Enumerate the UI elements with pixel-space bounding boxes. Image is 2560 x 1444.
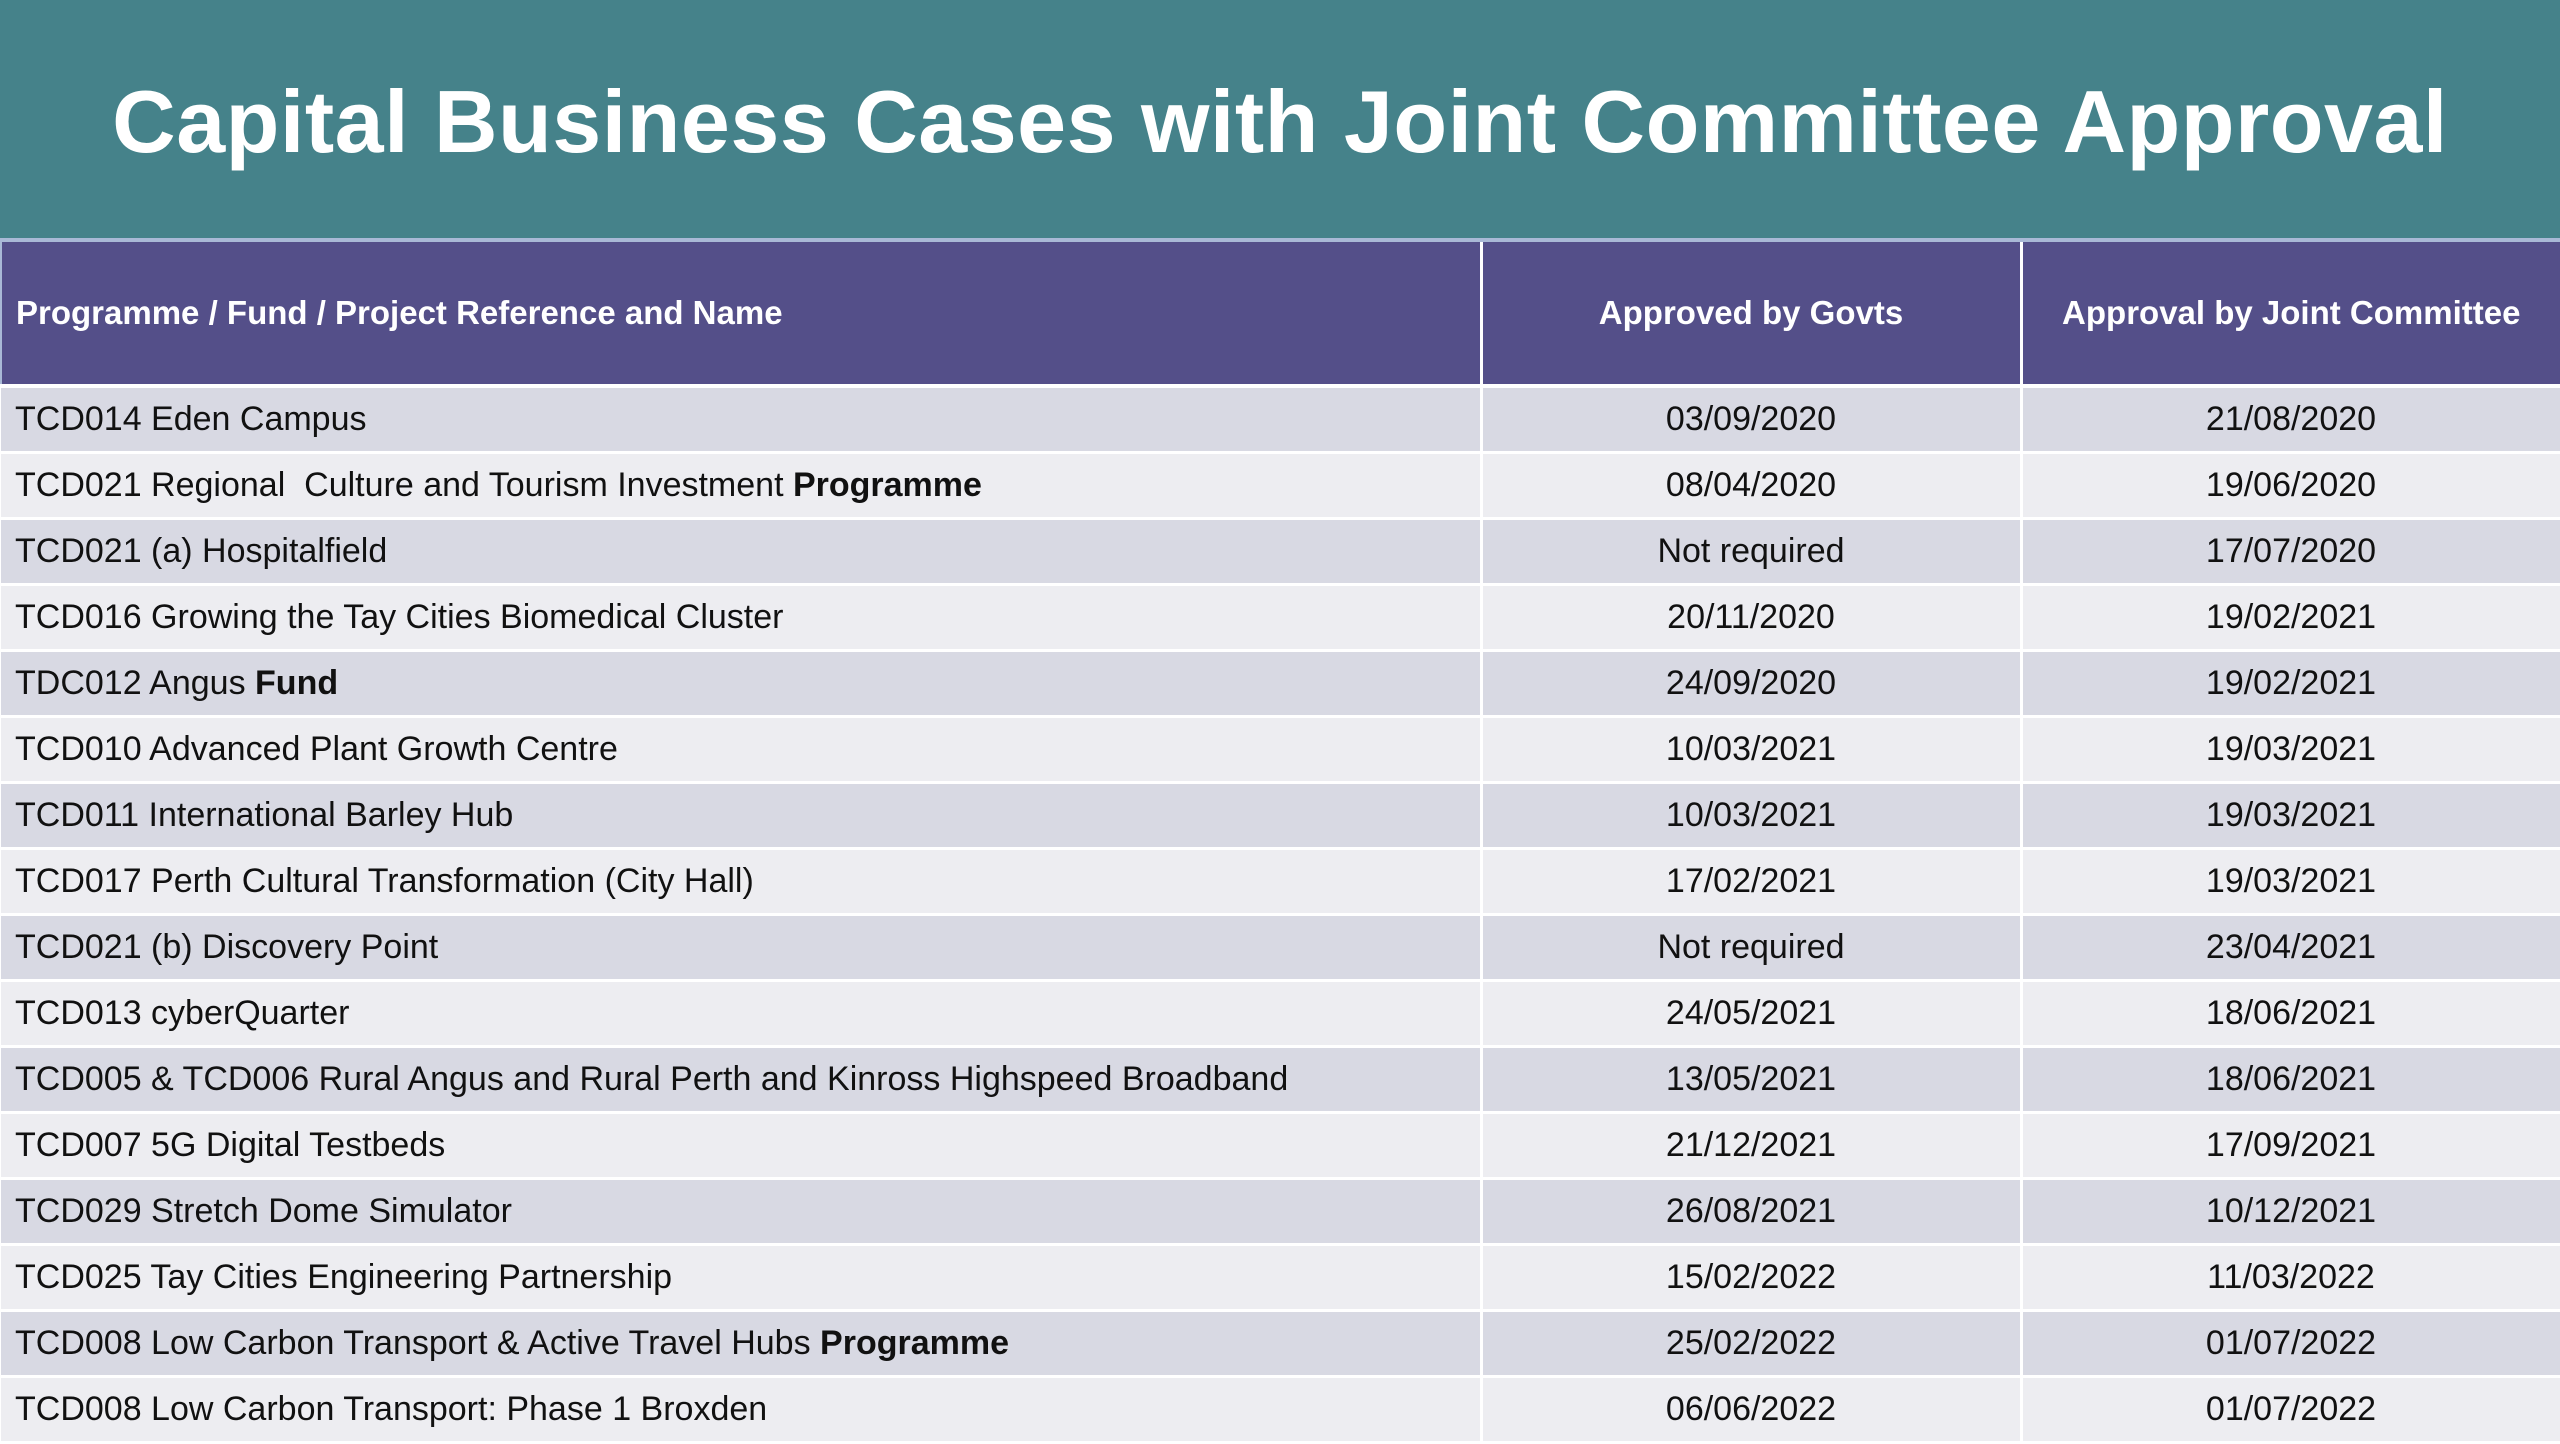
column-header-name: Programme / Fund / Project Reference and… bbox=[0, 238, 1483, 388]
project-name: TCD010 Advanced Plant Growth Centre bbox=[15, 730, 618, 768]
approvals-table-container: Programme / Fund / Project Reference and… bbox=[0, 238, 2560, 1444]
approved-by-govts-cell: 17/02/2021 bbox=[1481, 848, 2023, 916]
project-name: TCD025 Tay Cities Engineering Partnershi… bbox=[15, 1258, 673, 1296]
project-name: TCD017 Perth Cultural Transformation (Ci… bbox=[15, 862, 754, 900]
project-name: TCD029 Stretch Dome Simulator bbox=[15, 1192, 512, 1230]
project-name: TDC012 Angus bbox=[15, 664, 256, 702]
table-row: TCD013 cyberQuarter 24/05/2021 18/06/2021 bbox=[1, 980, 2560, 1048]
table-row: TCD014 Eden Campus 03/09/2020 21/08/2020 bbox=[1, 386, 2560, 454]
project-name-cell: TCD008 Low Carbon Transport & Active Tra… bbox=[1, 1310, 1483, 1378]
table-row: TDC012 Angus Fund 24/09/2020 19/02/2021 bbox=[1, 650, 2560, 718]
table-row: TCD016 Growing the Tay Cities Biomedical… bbox=[1, 584, 2560, 652]
project-name-cell: TCD021 Regional Culture and Tourism Inve… bbox=[1, 452, 1483, 520]
project-name: TCD021 (a) Hospitalfield bbox=[15, 532, 388, 570]
project-name-cell: TCD025 Tay Cities Engineering Partnershi… bbox=[1, 1244, 1483, 1312]
approval-by-joint-committee-cell: 19/03/2021 bbox=[2021, 716, 2560, 784]
table-body: TCD014 Eden Campus 03/09/2020 21/08/2020 TC… bbox=[1, 386, 2560, 1444]
approved-by-govts-cell: 24/09/2020 bbox=[1481, 650, 2023, 718]
approval-by-joint-committee-cell: 18/06/2021 bbox=[2021, 1046, 2560, 1114]
approved-by-govts-cell: 06/06/2022 bbox=[1481, 1376, 2023, 1444]
approval-by-joint-committee-cell: 19/03/2021 bbox=[2021, 848, 2560, 916]
project-name-cell: TCD007 5G Digital Testbeds bbox=[1, 1112, 1483, 1180]
table-row: TCD017 Perth Cultural Transformation (Ci… bbox=[1, 848, 2560, 916]
project-name-cell: TCD005 & TCD006 Rural Angus and Rural Pe… bbox=[1, 1046, 1483, 1114]
approved-by-govts-cell: 21/12/2021 bbox=[1481, 1112, 2023, 1180]
project-name-cell: TCD014 Eden Campus bbox=[1, 386, 1483, 454]
table-row: TCD029 Stretch Dome Simulator 26/08/2021 1… bbox=[1, 1178, 2560, 1246]
project-name: TCD008 Low Carbon Transport: Phase 1 Bro… bbox=[15, 1390, 768, 1428]
project-name: TCD021 Regional Culture and Tourism Inve… bbox=[15, 466, 793, 504]
table-row: TCD008 Low Carbon Transport: Phase 1 Bro… bbox=[1, 1376, 2560, 1444]
table-row: TCD010 Advanced Plant Growth Centre 10/03… bbox=[1, 716, 2560, 784]
project-name-cell: TCD008 Low Carbon Transport: Phase 1 Bro… bbox=[1, 1376, 1483, 1444]
approval-by-joint-committee-cell: 19/02/2021 bbox=[2021, 584, 2560, 652]
project-name-cell: TCD029 Stretch Dome Simulator bbox=[1, 1178, 1483, 1246]
approved-by-govts-cell: 13/05/2021 bbox=[1481, 1046, 2023, 1114]
title-banner: Capital Business Cases with Joint Commit… bbox=[0, 0, 2560, 238]
project-name-cell: TCD013 cyberQuarter bbox=[1, 980, 1483, 1048]
approved-by-govts-cell: 08/04/2020 bbox=[1481, 452, 2023, 520]
approval-by-joint-committee-cell: 10/12/2021 bbox=[2021, 1178, 2560, 1246]
project-type-emphasis: Fund bbox=[255, 664, 339, 702]
approvals-table: Programme / Fund / Project Reference and… bbox=[0, 238, 2560, 1444]
project-name: TCD005 & TCD006 Rural Angus and Rural Pe… bbox=[15, 1060, 1289, 1098]
table-row: TCD021 Regional Culture and Tourism Inve… bbox=[1, 452, 2560, 520]
approved-by-govts-cell: 25/02/2022 bbox=[1481, 1310, 2023, 1378]
project-name-cell: TCD010 Advanced Plant Growth Centre bbox=[1, 716, 1483, 784]
table-row: TCD021 (a) Hospitalfield Not required 17/0… bbox=[1, 518, 2560, 586]
project-name: TCD021 (b) Discovery Point bbox=[15, 928, 439, 966]
approval-by-joint-committee-cell: 18/06/2021 bbox=[2021, 980, 2560, 1048]
approved-by-govts-cell: 03/09/2020 bbox=[1481, 386, 2023, 454]
approved-by-govts-cell: 10/03/2021 bbox=[1481, 782, 2023, 850]
approval-by-joint-committee-cell: 17/07/2020 bbox=[2021, 518, 2560, 586]
column-header-joint-committee: Approval by Joint Committee bbox=[2020, 238, 2560, 388]
project-name: TCD008 Low Carbon Transport & Active Tra… bbox=[15, 1324, 821, 1362]
approved-by-govts-cell: 15/02/2022 bbox=[1481, 1244, 2023, 1312]
approved-by-govts-cell: 10/03/2021 bbox=[1481, 716, 2023, 784]
project-name: TCD007 5G Digital Testbeds bbox=[15, 1126, 446, 1164]
approval-by-joint-committee-cell: 21/08/2020 bbox=[2021, 386, 2560, 454]
approval-by-joint-committee-cell: 01/07/2022 bbox=[2021, 1376, 2560, 1444]
table-row: TCD025 Tay Cities Engineering Partnershi… bbox=[1, 1244, 2560, 1312]
approved-by-govts-cell: Not required bbox=[1481, 518, 2023, 586]
approval-by-joint-committee-cell: 01/07/2022 bbox=[2021, 1310, 2560, 1378]
table-header-row: Programme / Fund / Project Reference and… bbox=[0, 238, 2560, 388]
table-row: TCD007 5G Digital Testbeds 21/12/2021 17/0… bbox=[1, 1112, 2560, 1180]
approval-by-joint-committee-cell: 19/03/2021 bbox=[2021, 782, 2560, 850]
page-title: Capital Business Cases with Joint Commit… bbox=[112, 72, 2448, 171]
approval-by-joint-committee-cell: 17/09/2021 bbox=[2021, 1112, 2560, 1180]
project-type-emphasis: Programme bbox=[792, 466, 982, 504]
approved-by-govts-cell: 26/08/2021 bbox=[1481, 1178, 2023, 1246]
approval-by-joint-committee-cell: 23/04/2021 bbox=[2021, 914, 2560, 982]
approval-by-joint-committee-cell: 19/02/2021 bbox=[2021, 650, 2560, 718]
project-name: TCD016 Growing the Tay Cities Biomedical… bbox=[15, 598, 784, 636]
project-name-cell: TCD021 (b) Discovery Point bbox=[1, 914, 1483, 982]
project-name: TCD013 cyberQuarter bbox=[15, 994, 350, 1032]
project-name: TCD011 International Barley Hub bbox=[15, 796, 514, 834]
approval-by-joint-committee-cell: 11/03/2022 bbox=[2021, 1244, 2560, 1312]
project-name-cell: TCD017 Perth Cultural Transformation (Ci… bbox=[1, 848, 1483, 916]
approved-by-govts-cell: 24/05/2021 bbox=[1481, 980, 2023, 1048]
table-row: TCD021 (b) Discovery Point Not required 23… bbox=[1, 914, 2560, 982]
column-header-govts: Approved by Govts bbox=[1480, 238, 2023, 388]
table-row: TCD008 Low Carbon Transport & Active Tra… bbox=[1, 1310, 2560, 1378]
project-name-cell: TCD021 (a) Hospitalfield bbox=[1, 518, 1483, 586]
project-name: TCD014 Eden Campus bbox=[15, 400, 367, 438]
approved-by-govts-cell: 20/11/2020 bbox=[1481, 584, 2023, 652]
table-row: TCD005 & TCD006 Rural Angus and Rural Pe… bbox=[1, 1046, 2560, 1114]
project-name-cell: TDC012 Angus Fund bbox=[1, 650, 1483, 718]
table-row: TCD011 International Barley Hub 10/03/202… bbox=[1, 782, 2560, 850]
approved-by-govts-cell: Not required bbox=[1481, 914, 2023, 982]
project-type-emphasis: Programme bbox=[820, 1324, 1009, 1362]
project-name-cell: TCD016 Growing the Tay Cities Biomedical… bbox=[1, 584, 1483, 652]
approval-by-joint-committee-cell: 19/06/2020 bbox=[2021, 452, 2560, 520]
project-name-cell: TCD011 International Barley Hub bbox=[1, 782, 1483, 850]
